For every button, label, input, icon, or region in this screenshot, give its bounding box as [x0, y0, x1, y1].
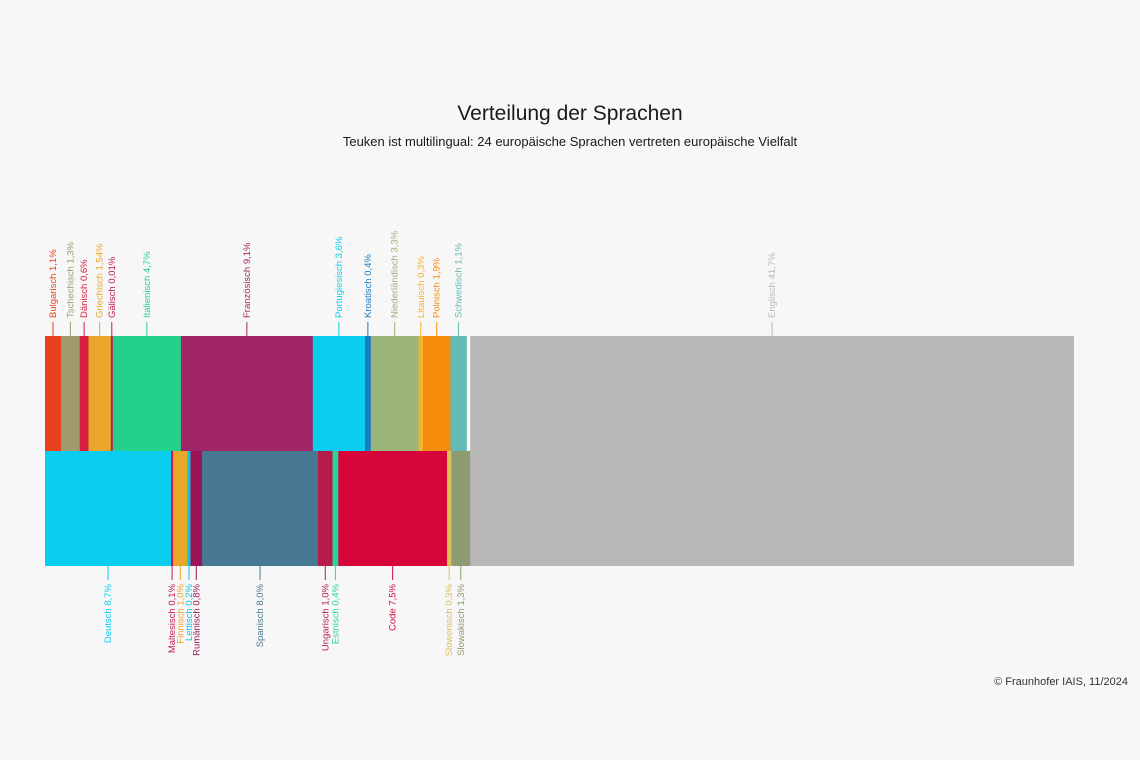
bar-segment-niederlaendisch-3-3: [370, 336, 419, 451]
label-franzoesisch-9-1: Französisch 9,1%: [242, 242, 253, 318]
bar-segment-lettisch-0-2: [187, 451, 191, 566]
label-griechisch-1-54: Griechisch 1,54%: [95, 243, 106, 318]
label-italienisch-4-7: Italienisch 4,7%: [142, 251, 153, 318]
label-ungarisch-1-0: Ungarisch 1,0%: [320, 583, 331, 651]
label-maltesisch-0-1: Maltesisch 0,1%: [167, 583, 178, 653]
bar-segment-rumaenisch-0-8: [190, 451, 203, 566]
label-finnisch-1-0: Finnisch 1,0%: [175, 583, 186, 643]
bar-segment-slowakisch-1-3: [451, 451, 471, 566]
bar-segment-maltesisch-0-1: [171, 451, 174, 566]
label-tschechisch-1-3: Tschechisch 1,3%: [65, 241, 76, 318]
label-bulgarisch-1-1: Bulgarisch 1,1%: [48, 249, 59, 318]
label-rumaenisch-0-8: Rumänisch 0,8%: [191, 583, 202, 655]
label-spanisch-8-0: Spanisch 8,0%: [255, 583, 266, 647]
label-schwedisch-1-1: Schwedisch 1,1%: [453, 242, 464, 318]
bar-segment-slowenisch-0-3: [447, 451, 452, 566]
label-deutsch-8-7: Deutsch 8,7%: [103, 583, 114, 643]
bar-segment-italienisch-4-7: [112, 336, 182, 451]
label-kroatisch-0-4: Kroatisch 0,4%: [363, 254, 374, 318]
chart-title: Verteilung der Sprachen: [457, 102, 683, 125]
copyright-credit: © Fraunhofer IAIS, 11/2024: [994, 676, 1128, 688]
label-portugiesisch-3-6: Portugiesisch 3,6%: [334, 236, 345, 318]
bar-segment-englisch-41-7: [470, 336, 1075, 566]
bar-segment-litauisch-0-3: [418, 336, 424, 451]
bar-segment-code-7-5: [338, 451, 448, 566]
bar-segment-ungarisch-1-0: [318, 451, 333, 566]
bar-segment-finnisch-1-0: [173, 451, 188, 566]
label-slowakisch-1-3: Slowakisch 1,3%: [456, 583, 467, 655]
bar-segment-schwedisch-1-1: [450, 336, 467, 451]
bar-segment-deutsch-8-7: [45, 451, 172, 566]
label-englisch-41-7: Englisch 41,7%: [767, 252, 778, 318]
bar-segment-griechisch-1-54: [88, 336, 112, 451]
label-gaelisch-0-01: Gälisch 0,01%: [107, 256, 118, 318]
chart-subtitle: Teuken ist multilingual: 24 europäische …: [342, 134, 798, 149]
bar-segment-tschechisch-1-3: [60, 336, 81, 451]
bar-segment-kroatisch-0-4: [364, 336, 372, 451]
bar-segment-franzoesisch-9-1: [180, 336, 314, 451]
label-lettisch-0-2: Lettisch 0,2%: [184, 583, 195, 641]
bar-segment-portugiesisch-3-6: [312, 336, 366, 451]
bar-segment-gaelisch-0-01: [110, 336, 114, 451]
bar-segment-spanisch-8-0: [202, 451, 319, 566]
bar-segment-bulgarisch-1-1: [45, 336, 62, 451]
label-litauisch-0-3: Litauisch 0,3%: [416, 256, 427, 318]
label-code-7-5: Code 7,5%: [388, 583, 399, 631]
bar-segment-polnisch-1-9: [422, 336, 451, 451]
label-daenisch-0-6: Dänisch 0,6%: [79, 259, 90, 318]
bar-segment-daenisch-0-6: [79, 336, 89, 451]
bar-segment-estnisch-0-4: [332, 451, 339, 566]
label-slowenisch-0-3: Slowenisch 0,3%: [444, 583, 455, 656]
label-polnisch-1-9: Polnisch 1,9%: [432, 257, 443, 318]
label-estnisch-0-4: Estnisch 0,4%: [330, 583, 341, 644]
label-niederlaendisch-3-3: Niederländisch 3,3%: [390, 230, 401, 318]
